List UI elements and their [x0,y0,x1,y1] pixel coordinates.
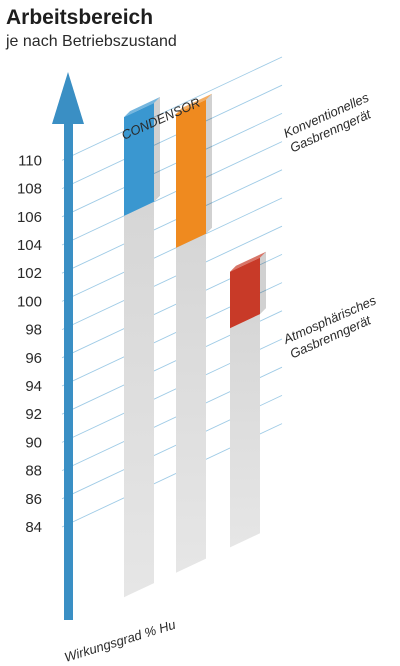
page-subtitle: je nach Betriebszustand [6,33,177,50]
range-bar [176,99,206,248]
y-axis [52,72,84,620]
range-bar-top [124,97,160,118]
grid-line [61,197,283,302]
range-bar [124,103,154,216]
y-axis-label: Wirkungsgrad % Hu [62,617,177,665]
range-bar-side [206,93,212,234]
y-tick-label: 90 [25,434,42,451]
grid-line [61,141,283,246]
y-tick-labels: 84 86 88 90 92 94 96 98 100 102 104 106 108 110 [17,152,42,536]
y-tick-label: 102 [17,265,42,282]
y-tick-label: 88 [25,463,42,480]
range-bar [230,257,260,329]
y-tick-label: 94 [25,378,42,395]
y-tick-label: 92 [25,406,42,423]
y-tick-label: 110 [18,152,42,169]
grid-line [61,225,283,331]
bar-shadow [124,201,154,598]
y-tick-label: 98 [25,322,42,339]
bar-shadows [124,201,260,598]
grid-line [61,84,283,190]
y-tick-label: 96 [25,350,42,367]
range-bar-side [260,251,266,315]
range-bars [124,93,266,329]
range-bar-top [176,93,212,114]
y-tick-label: 108 [17,181,42,198]
y-tick-label: 106 [17,209,42,226]
grid-line [61,169,283,274]
range-bar-top [230,251,266,272]
y-tick-label: 84 [25,519,42,536]
y-tick-label: 100 [17,293,42,310]
page-title: Arbeitsbereich [6,6,154,29]
axis-shaft [64,120,73,620]
y-tick-label: 86 [25,491,42,508]
grid-line [61,112,283,218]
range-bar-side [154,97,160,202]
y-tick-label: 104 [17,237,42,254]
grid-line [61,56,283,161]
bar-shadow [176,233,206,573]
axis-arrowhead [52,72,84,124]
bar-shadow [230,314,260,548]
